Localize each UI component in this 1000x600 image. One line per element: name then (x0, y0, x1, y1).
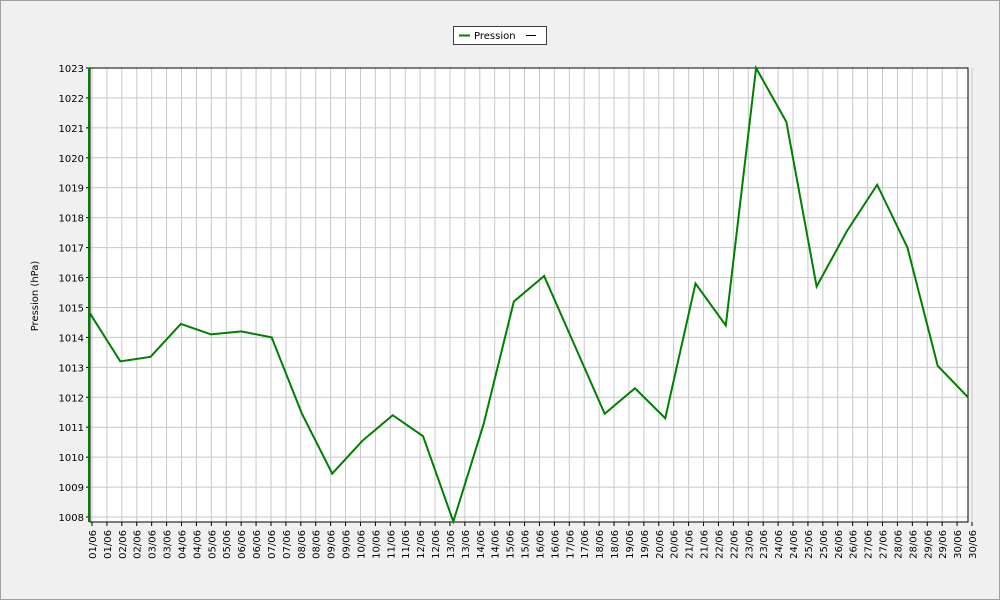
x-tick-label: 06/06 (252, 530, 263, 559)
y-tick-label: 1010 (59, 453, 84, 464)
x-tick-label: 15/06 (506, 530, 517, 559)
legend-box (453, 26, 547, 45)
legend-label: Pression (474, 31, 516, 42)
y-tick-label: 1011 (59, 423, 84, 434)
y-tick-label: 1008 (59, 513, 84, 524)
x-tick-label: 03/06 (163, 530, 174, 559)
x-tick-label: 13/06 (446, 530, 457, 559)
y-tick-label: 1019 (59, 184, 84, 195)
line (89, 64, 969, 525)
x-tick-label: 07/06 (267, 530, 278, 559)
y-tick-label: 1017 (59, 244, 84, 255)
x-tick-label: 18/06 (610, 530, 621, 559)
x-tick-label: 15/06 (521, 530, 532, 559)
x-tick-label: 17/06 (565, 530, 576, 559)
x-tick-label: 29/06 (938, 530, 949, 559)
x-tick-label: 02/06 (118, 530, 129, 559)
x-tick-label: 12/06 (431, 530, 442, 559)
x-tick-label: 08/06 (312, 530, 323, 559)
y-tick-label: 1021 (59, 124, 84, 135)
x-tick-label: 22/06 (729, 530, 740, 559)
y-tick-label: 1016 (59, 274, 84, 285)
x-tick-label: 16/06 (535, 530, 546, 559)
y-tick-label: 1009 (59, 483, 84, 494)
x-tick-label: 25/06 (804, 530, 815, 559)
x-tick-label: 28/06 (908, 530, 919, 559)
y-tick-label: 1018 (59, 214, 84, 225)
x-tick-label: 06/06 (237, 530, 248, 559)
x-tick-label: 19/06 (640, 530, 651, 559)
x-tick-label: 27/06 (879, 530, 890, 559)
x-tick-label: 14/06 (476, 530, 487, 559)
y-axis-label: Pression (hPa) (30, 261, 41, 332)
x-tick-label: 11/06 (401, 530, 412, 559)
y-tick-label: 1023 (59, 64, 84, 75)
x-tick-label: 05/06 (222, 530, 233, 559)
x-tick-label: 10/06 (371, 530, 382, 559)
x-tick-label: 28/06 (893, 530, 904, 559)
x-tick-label: 16/06 (550, 530, 561, 559)
x-tick-label: 18/06 (595, 530, 606, 559)
y-tick-label: 1022 (59, 94, 84, 105)
x-tick-label: 10/06 (356, 530, 367, 559)
x-tick-label: 14/06 (491, 530, 502, 559)
x-tick-label: 09/06 (327, 530, 338, 559)
x-tick-label: 24/06 (789, 530, 800, 559)
x-tick-label: 04/06 (177, 530, 188, 559)
x-tick-label: 30/06 (968, 530, 979, 559)
x-tick-label: 26/06 (834, 530, 845, 559)
x-tick-label: 05/06 (207, 530, 218, 559)
plot-area (90, 68, 968, 522)
x-tick-label: 08/06 (297, 530, 308, 559)
x-tick-label: 20/06 (655, 530, 666, 559)
y-tick-label: 1012 (59, 393, 84, 404)
x-tick-label: 01/06 (103, 530, 114, 559)
x-tick-label: 29/06 (923, 530, 934, 559)
x-tick-label: 01/06 (88, 530, 99, 559)
x-tick-label: 30/06 (953, 530, 964, 559)
x-tick-label: 04/06 (192, 530, 203, 559)
x-tick-label: 23/06 (759, 530, 770, 559)
x-tick-label: 23/06 (744, 530, 755, 559)
y-tick-label: 1013 (59, 363, 84, 374)
x-tick-label: 24/06 (774, 530, 785, 559)
x-tick-label: 19/06 (625, 530, 636, 559)
x-tick-label: 20/06 (670, 530, 681, 559)
x-tick-label: 21/06 (685, 530, 696, 559)
x-tick-label: 02/06 (133, 530, 144, 559)
x-tick-label: 22/06 (714, 530, 725, 559)
x-tick-label: 03/06 (148, 530, 159, 559)
x-tick-label: 21/06 (700, 530, 711, 559)
x-tick-label: 17/06 (580, 530, 591, 559)
x-tick-label: 25/06 (819, 530, 830, 559)
x-tick-label: 26/06 (849, 530, 860, 559)
x-tick-label: 12/06 (416, 530, 427, 559)
y-tick-label: 1015 (59, 303, 84, 314)
x-tick-label: 07/06 (282, 530, 293, 559)
x-tick-label: 11/06 (386, 530, 397, 559)
y-tick-label: 1014 (59, 333, 84, 344)
y-tick-label: 1020 (59, 154, 84, 165)
x-tick-label: 09/06 (342, 530, 353, 559)
x-tick-label: 13/06 (461, 530, 472, 559)
x-tick-label: 27/06 (864, 530, 875, 559)
